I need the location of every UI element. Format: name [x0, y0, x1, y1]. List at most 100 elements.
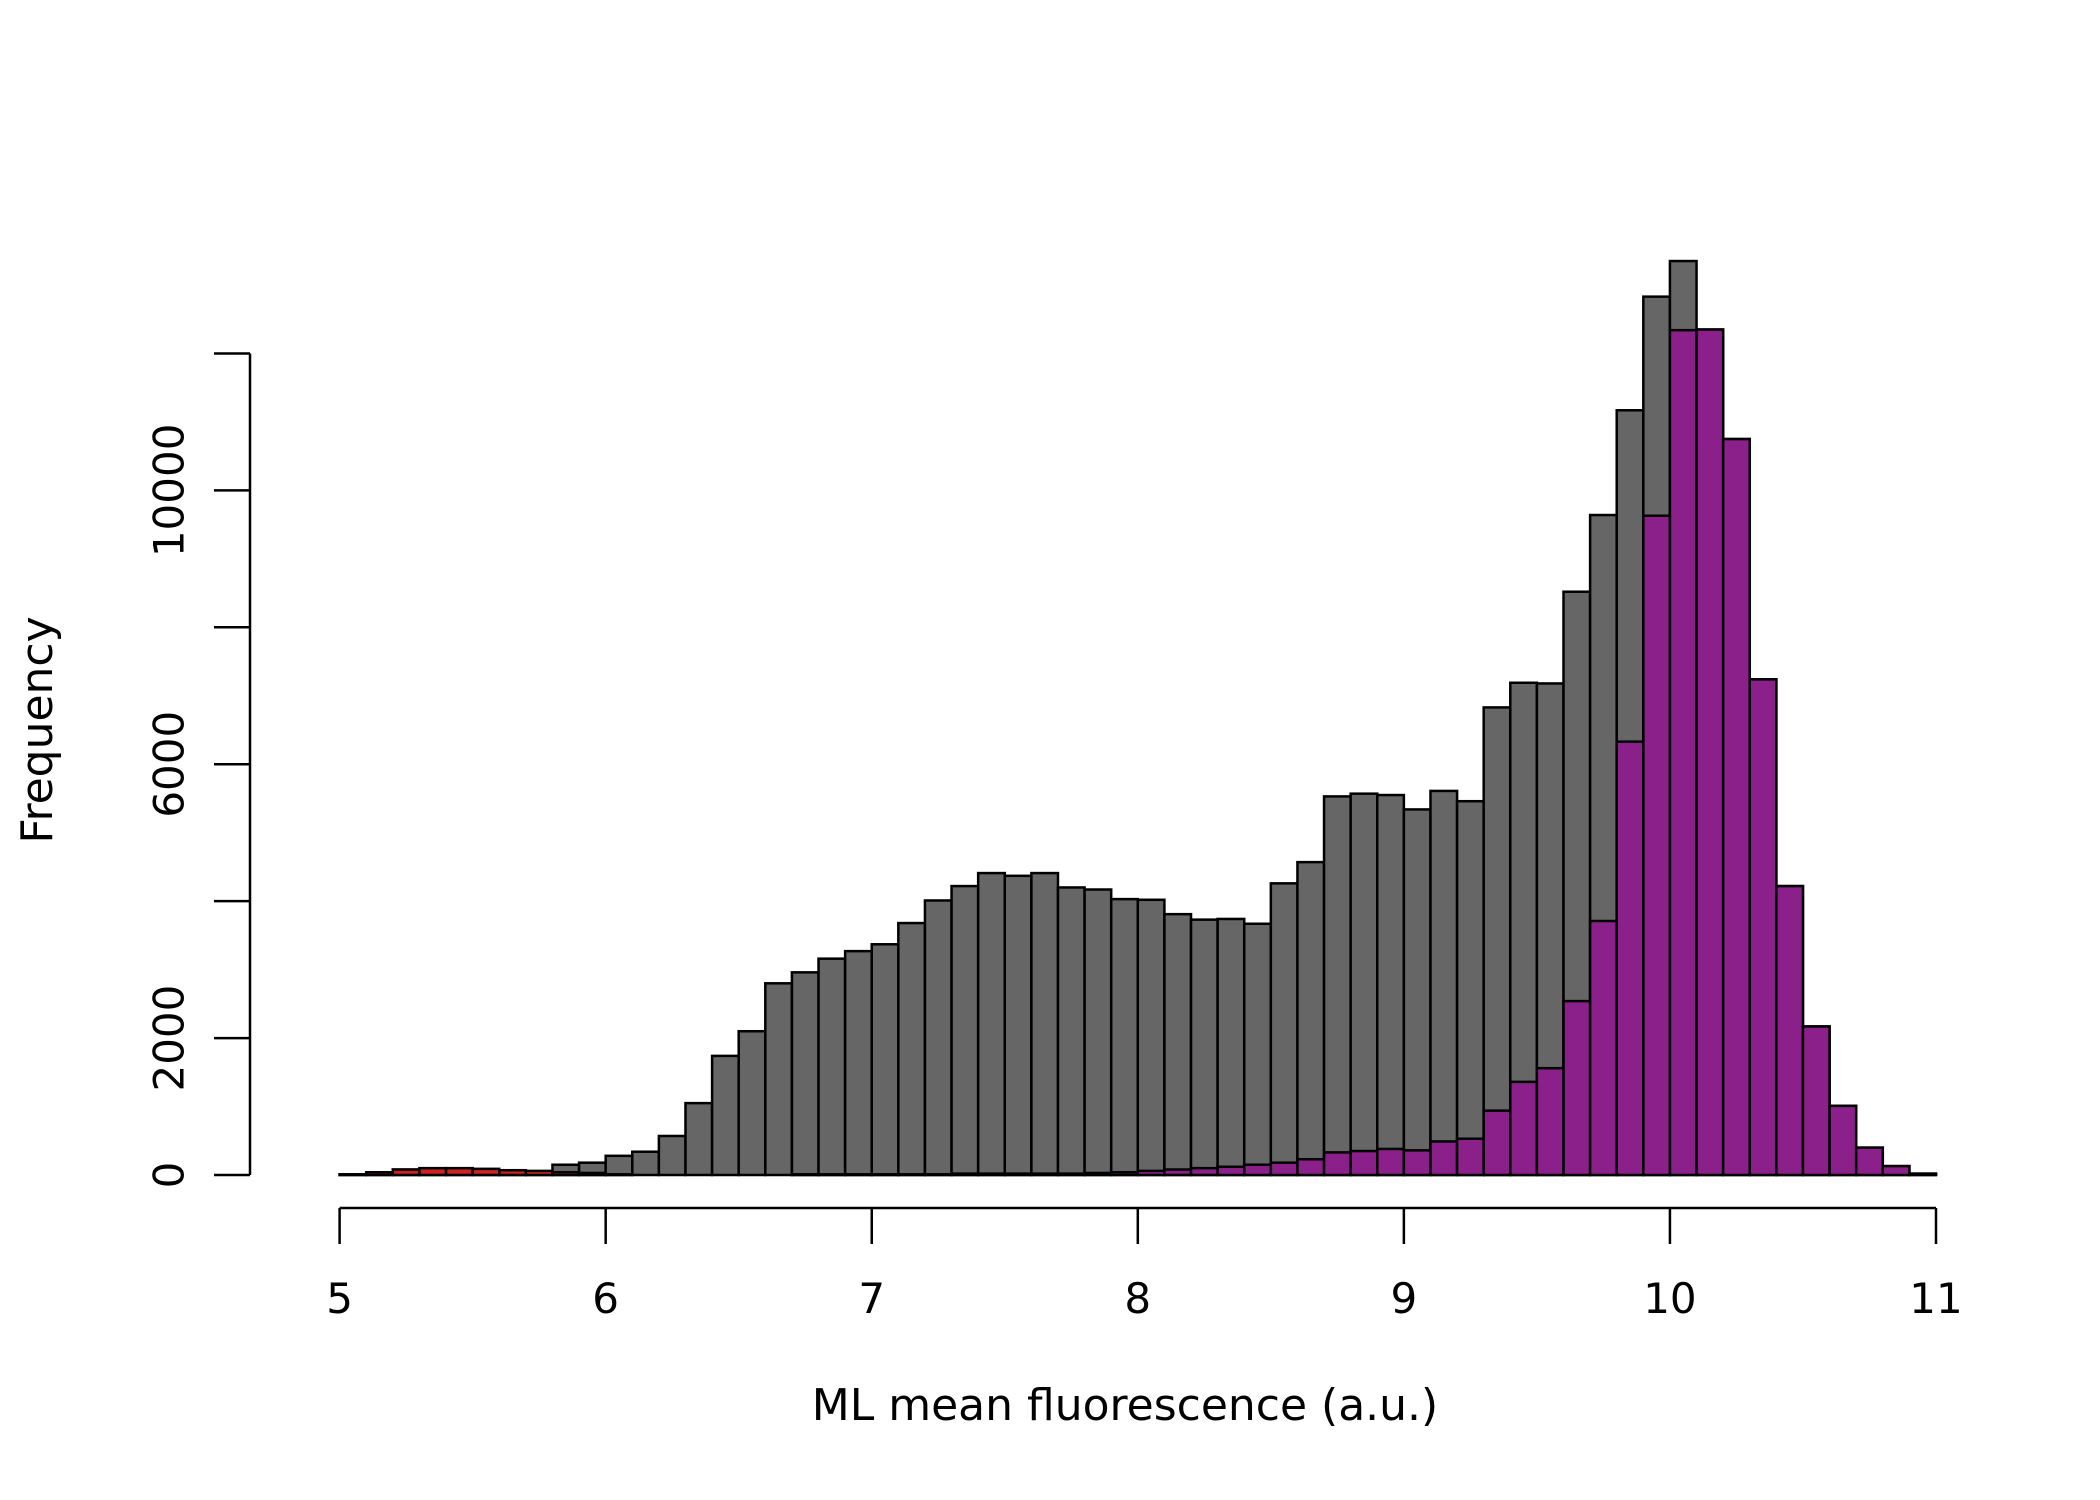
- x-tick-label: 11: [1909, 1274, 1962, 1323]
- bars-layer: [338, 259, 1938, 1177]
- grey-bar: [1402, 808, 1432, 1177]
- purple-bar: [950, 1172, 980, 1177]
- purple-bar: [1642, 514, 1672, 1177]
- grey-bar: [737, 1029, 767, 1177]
- red-bar: [524, 1169, 554, 1177]
- red-bar: [444, 1166, 474, 1177]
- purple-bar: [817, 1173, 847, 1177]
- grey-bar: [923, 899, 953, 1177]
- grey-bar: [684, 1101, 714, 1177]
- x-axis-title: ML mean fluorescence (a.u.): [812, 1380, 1438, 1431]
- grey-bar: [870, 943, 900, 1177]
- grey-bar: [1189, 918, 1219, 1177]
- red-bar: [338, 1173, 368, 1177]
- purple-bar: [1003, 1172, 1033, 1177]
- grey-bar: [1349, 792, 1379, 1177]
- purple-bar: [1509, 1080, 1539, 1177]
- grey-bar: [657, 1134, 687, 1177]
- purple-bar: [1296, 1158, 1326, 1177]
- purple-bar: [1455, 1137, 1485, 1177]
- grey-bar: [897, 921, 927, 1177]
- purple-bar: [1854, 1146, 1885, 1177]
- purple-bar: [1562, 999, 1592, 1177]
- purple-bar: [1109, 1171, 1140, 1177]
- red-bar: [471, 1167, 501, 1177]
- purple-bar: [1908, 1172, 1938, 1177]
- grey-bar: [1136, 898, 1166, 1177]
- x-tick-label: 9: [1391, 1274, 1418, 1323]
- grey-bar: [1455, 799, 1485, 1177]
- x-tick-label: 6: [592, 1274, 619, 1323]
- purple-bar: [1615, 740, 1645, 1177]
- purple-bar: [1349, 1149, 1379, 1177]
- grey-bar: [764, 982, 794, 1177]
- purple-bar: [1429, 1140, 1459, 1177]
- y-axis: 0 2000 6000 10000: [145, 352, 252, 1189]
- purple-bar: [923, 1173, 953, 1177]
- grey-bar: [1216, 917, 1246, 1177]
- purple-bar: [1881, 1164, 1911, 1177]
- purple-bar: [976, 1172, 1007, 1177]
- purple-bar: [1056, 1172, 1086, 1177]
- red-bar: [418, 1166, 448, 1177]
- purple-bar: [1242, 1163, 1273, 1177]
- red-bar: [551, 1171, 581, 1177]
- purple-bar: [1083, 1171, 1113, 1177]
- purple-bar: [1748, 678, 1778, 1177]
- grey-bar: [1109, 897, 1140, 1177]
- purple-bar: [1695, 328, 1725, 1177]
- grey-bar: [604, 1154, 634, 1177]
- grey-bar: [1083, 888, 1113, 1177]
- x-tick-label: 7: [858, 1274, 885, 1323]
- purple-bar: [1376, 1147, 1406, 1177]
- purple-bar: [1801, 1025, 1831, 1177]
- x-axis: 5 6 7 8 9 10 11: [326, 1206, 1963, 1323]
- purple-bar: [897, 1173, 927, 1177]
- red-bar: [391, 1168, 421, 1177]
- purple-bar: [1668, 328, 1698, 1177]
- grey-bar: [710, 1054, 740, 1177]
- purple-bar: [1216, 1165, 1246, 1177]
- y-tick-label: 6000: [145, 711, 194, 818]
- purple-bar: [1269, 1161, 1299, 1177]
- purple-bar: [1482, 1109, 1512, 1177]
- grey-bar: [1429, 789, 1459, 1177]
- grey-bar: [1376, 793, 1406, 1177]
- purple-bar: [790, 1173, 820, 1177]
- purple-bar: [1136, 1169, 1166, 1177]
- purple-bar: [1775, 884, 1805, 1177]
- grey-bar: [1056, 886, 1086, 1177]
- grey-bar: [1003, 874, 1033, 1177]
- y-tick-label: 0: [145, 1162, 194, 1189]
- grey-bar: [1163, 912, 1193, 1177]
- purple-bar: [1030, 1172, 1060, 1177]
- grey-bar: [1322, 795, 1352, 1177]
- purple-bar: [1402, 1149, 1432, 1177]
- grey-bar: [1482, 706, 1512, 1177]
- red-bar: [604, 1173, 634, 1177]
- x-tick-label: 8: [1124, 1274, 1151, 1323]
- x-tick-label: 10: [1643, 1274, 1696, 1323]
- red-bar: [364, 1171, 395, 1177]
- purple-bar: [1535, 1066, 1565, 1177]
- y-tick-label: 10000: [145, 424, 194, 558]
- grey-bar: [976, 871, 1007, 1177]
- y-tick-label: 2000: [145, 985, 194, 1092]
- grey-bar: [790, 971, 820, 1177]
- grey-bar: [1030, 871, 1060, 1177]
- grey-bar: [1296, 860, 1326, 1177]
- grey-bar: [1242, 922, 1273, 1177]
- purple-bar: [1721, 437, 1752, 1177]
- purple-bar: [1322, 1151, 1352, 1177]
- purple-bar: [1163, 1168, 1193, 1177]
- grey-bar: [843, 949, 873, 1177]
- red-bar: [577, 1171, 607, 1177]
- grey-bar: [950, 884, 980, 1177]
- grey-bar: [631, 1150, 661, 1177]
- purple-bar: [1828, 1104, 1858, 1177]
- y-axis-title: Frequency: [12, 616, 63, 843]
- grey-bar: [817, 957, 847, 1177]
- purple-bar: [1189, 1166, 1219, 1177]
